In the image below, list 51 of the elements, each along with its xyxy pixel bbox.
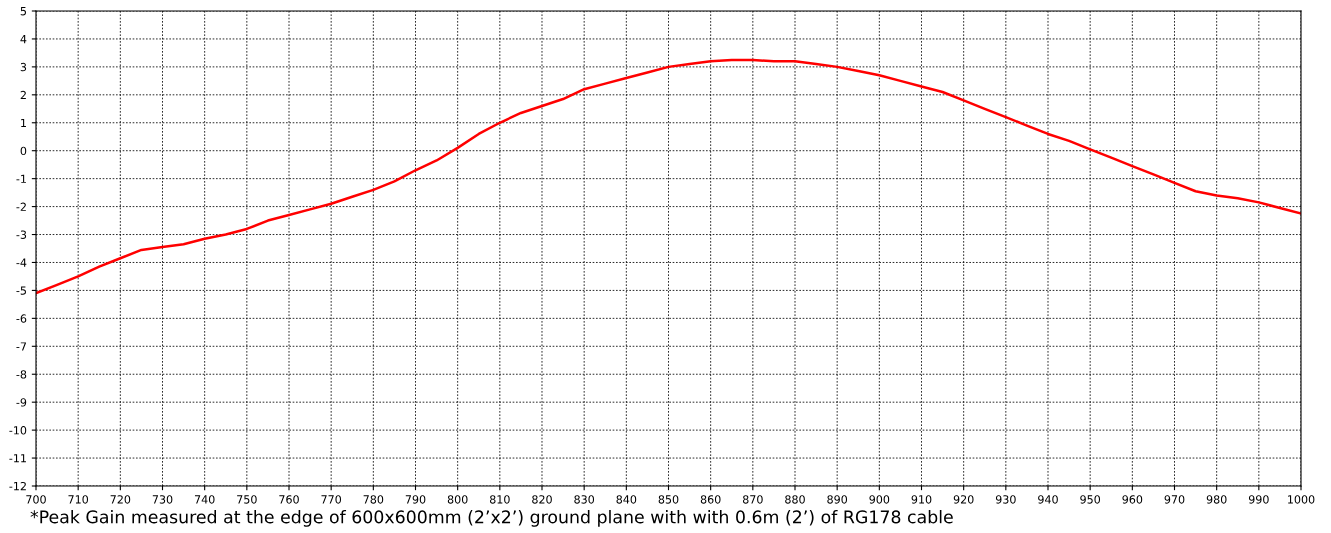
- y-tick-label: 2: [20, 90, 26, 100]
- x-tick-label: 770: [321, 495, 342, 504]
- x-tick-label: 990: [1248, 495, 1269, 504]
- x-tick-label: 880: [785, 495, 805, 504]
- x-tick-label: 930: [995, 495, 1016, 504]
- x-tick-label: 820: [532, 495, 552, 504]
- y-tick-label: 3: [20, 62, 27, 72]
- x-tick-label: 700: [26, 495, 46, 504]
- y-tick-label: -3: [16, 230, 27, 239]
- x-tick-label: 870: [742, 495, 763, 504]
- x-tick-label: 830: [574, 495, 595, 504]
- y-tick-label: -5: [16, 286, 26, 295]
- x-tick-label: 900: [869, 495, 890, 504]
- x-tick-label: 860: [700, 495, 721, 504]
- x-tick-label: 950: [1080, 495, 1101, 504]
- x-tick-label: 780: [363, 495, 384, 504]
- x-tick-label: 940: [1038, 495, 1058, 504]
- x-tick-label: 980: [1206, 495, 1227, 504]
- x-tick-label: 790: [405, 495, 426, 504]
- y-tick-label: -7: [16, 342, 27, 351]
- x-tick-label: 850: [658, 495, 679, 504]
- y-tick-label: 0: [20, 146, 27, 156]
- y-tick-label: -1: [16, 174, 26, 183]
- x-tick-label: 760: [279, 495, 299, 504]
- y-tick-label: -8: [16, 370, 27, 379]
- y-tick-label: -10: [9, 426, 27, 435]
- x-tick-label: 740: [194, 495, 215, 504]
- y-tick-label: -6: [16, 314, 27, 323]
- x-tick-label: 800: [447, 495, 468, 504]
- y-tick-label: -9: [16, 398, 27, 407]
- x-tick-label: 710: [68, 495, 89, 504]
- x-tick-label: 810: [489, 495, 510, 504]
- x-tick-label: 840: [616, 495, 637, 504]
- y-tick-label: 5: [20, 7, 26, 16]
- y-tick-label: -4: [16, 258, 27, 267]
- x-tick-label: 960: [1122, 495, 1143, 504]
- x-tick-label: 910: [911, 495, 932, 504]
- x-tick-label: 890: [827, 495, 848, 504]
- x-tick-label: 920: [953, 495, 974, 504]
- y-tick-label: -2: [16, 202, 26, 211]
- y-tick-label: -12: [9, 481, 26, 491]
- text: *Peak Gain measured at the edge of 600x600mm (2’x2’) ground plane with with 0.6m (2’) of RG178 cable: [30, 510, 953, 527]
- x-tick-label: 720: [110, 495, 131, 504]
- x-tick-label: 750: [237, 495, 257, 504]
- line-series: [36, 58, 1301, 295]
- x-tick-label: 970: [1164, 495, 1185, 504]
- y-tick-label: -11: [9, 454, 26, 463]
- x-tick-label: 1000: [1288, 495, 1315, 504]
- x-tick-label: 730: [152, 495, 173, 504]
- y-tick-label: 4: [20, 35, 27, 44]
- y-tick-label: 1: [21, 118, 26, 127]
